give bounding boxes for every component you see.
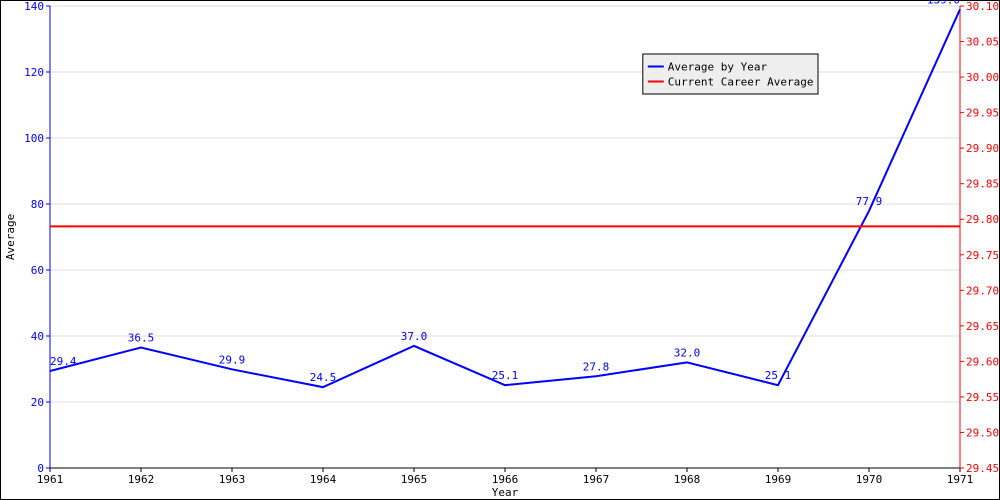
x-tick-label: 1967 bbox=[583, 473, 610, 486]
y-right-tick-label: 29.95 bbox=[966, 107, 999, 120]
data-label: 27.8 bbox=[583, 360, 610, 373]
x-tick-label: 1968 bbox=[674, 473, 701, 486]
x-tick-label: 1970 bbox=[856, 473, 883, 486]
data-label: 139.0 bbox=[927, 0, 960, 6]
x-tick-label: 1962 bbox=[128, 473, 155, 486]
data-label: 36.5 bbox=[128, 332, 155, 345]
y-right-tick-label: 29.80 bbox=[966, 213, 999, 226]
y-left-tick-label: 20 bbox=[31, 396, 44, 409]
y-left-tick-label: 60 bbox=[31, 264, 44, 277]
y-right-tick-label: 29.60 bbox=[966, 355, 999, 368]
y-right-tick-label: 29.90 bbox=[966, 142, 999, 155]
y-axis-label: Average bbox=[4, 214, 17, 260]
data-label: 25.1 bbox=[765, 369, 792, 382]
x-tick-label: 1963 bbox=[219, 473, 246, 486]
y-right-tick-label: 30.00 bbox=[966, 71, 999, 84]
y-right-tick-label: 29.50 bbox=[966, 426, 999, 439]
y-left-tick-label: 140 bbox=[24, 0, 44, 13]
y-left-tick-label: 40 bbox=[31, 330, 44, 343]
legend-label: Average by Year bbox=[668, 61, 768, 74]
data-label: 37.0 bbox=[401, 330, 428, 343]
x-tick-label: 1964 bbox=[310, 473, 337, 486]
x-tick-label: 1966 bbox=[492, 473, 519, 486]
data-label: 29.9 bbox=[219, 353, 246, 366]
y-right-tick-label: 29.45 bbox=[966, 462, 999, 475]
legend-label: Current Career Average bbox=[668, 76, 814, 89]
y-left-tick-label: 80 bbox=[31, 198, 44, 211]
y-left-tick-label: 0 bbox=[37, 462, 44, 475]
data-label: 25.1 bbox=[492, 369, 519, 382]
data-label: 32.0 bbox=[674, 346, 701, 359]
x-tick-label: 1969 bbox=[765, 473, 792, 486]
y-right-tick-label: 29.55 bbox=[966, 391, 999, 404]
data-label: 77.9 bbox=[856, 195, 883, 208]
y-right-tick-label: 30.10 bbox=[966, 0, 999, 13]
data-label: 24.5 bbox=[310, 371, 337, 384]
career-average-chart: 1961196219631964196519661967196819691970… bbox=[0, 0, 1000, 500]
y-left-tick-label: 120 bbox=[24, 66, 44, 79]
x-tick-label: 1965 bbox=[401, 473, 428, 486]
y-right-tick-label: 29.85 bbox=[966, 178, 999, 191]
x-axis-label: Year bbox=[492, 486, 519, 499]
chart-container: 1961196219631964196519661967196819691970… bbox=[0, 0, 1000, 500]
y-left-tick-label: 100 bbox=[24, 132, 44, 145]
y-right-tick-label: 29.75 bbox=[966, 249, 999, 262]
y-right-tick-label: 29.70 bbox=[966, 284, 999, 297]
y-right-tick-label: 29.65 bbox=[966, 320, 999, 333]
data-label: 29.4 bbox=[50, 355, 77, 368]
y-right-tick-label: 30.05 bbox=[966, 36, 999, 49]
